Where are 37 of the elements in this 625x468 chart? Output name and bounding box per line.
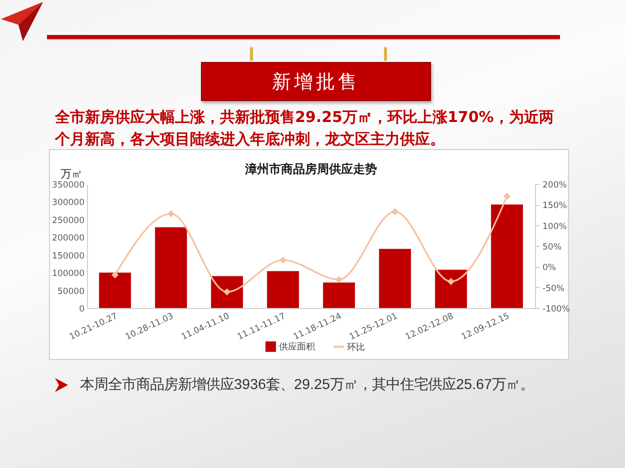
y-tick-label: 300000 [52, 198, 84, 208]
y-tick-label: 50000 [57, 286, 84, 297]
bar [99, 272, 131, 308]
y-tick-label: 200000 [52, 234, 84, 244]
y2-tick-label: -50% [542, 284, 564, 294]
point [391, 208, 399, 216]
legend-label: 供应面积 [279, 342, 316, 353]
bar [155, 227, 187, 308]
point [111, 271, 119, 278]
y-tick-label: 250000 [52, 216, 84, 226]
banner: 新增批售 [201, 62, 431, 101]
bar [379, 248, 411, 308]
point [167, 210, 175, 218]
y2-tick-label: 200% [542, 180, 567, 190]
bar [211, 276, 243, 308]
bar [435, 270, 467, 308]
chart-title: 漳州市商品房周供应走势 [244, 162, 377, 176]
text: 本周全市商品房新增供应3936套、29.25万㎡，其中住宅供应25.67万㎡。 [80, 376, 534, 395]
y2-tick-label: 100% [542, 222, 567, 232]
text: 全市新房供应大幅上涨，共新批预售29.25万㎡，环比上涨170%，为近两个月新高，各大项目陆续进入年底冲刺，龙文区主力供应。 [55, 107, 555, 150]
y-tick-label: 100000 [52, 269, 84, 280]
point [503, 192, 511, 200]
y2-tick-label: 150% [542, 201, 567, 212]
y2-tick-label: 50% [542, 242, 562, 252]
bar [491, 204, 523, 308]
y-tick-label: 350000 [52, 180, 84, 190]
point [279, 256, 287, 264]
bar [267, 271, 299, 308]
y-axis-title: 万㎡ [60, 168, 82, 180]
point [447, 278, 455, 286]
legend-label: 环比 [347, 342, 366, 353]
point [335, 276, 343, 284]
bar [323, 282, 355, 308]
y-tick-label: 0 [79, 304, 84, 314]
y2-tick-label: -100% [542, 304, 570, 314]
y2-tick-label: 0% [542, 263, 556, 274]
y-tick-label: 150000 [52, 251, 84, 262]
